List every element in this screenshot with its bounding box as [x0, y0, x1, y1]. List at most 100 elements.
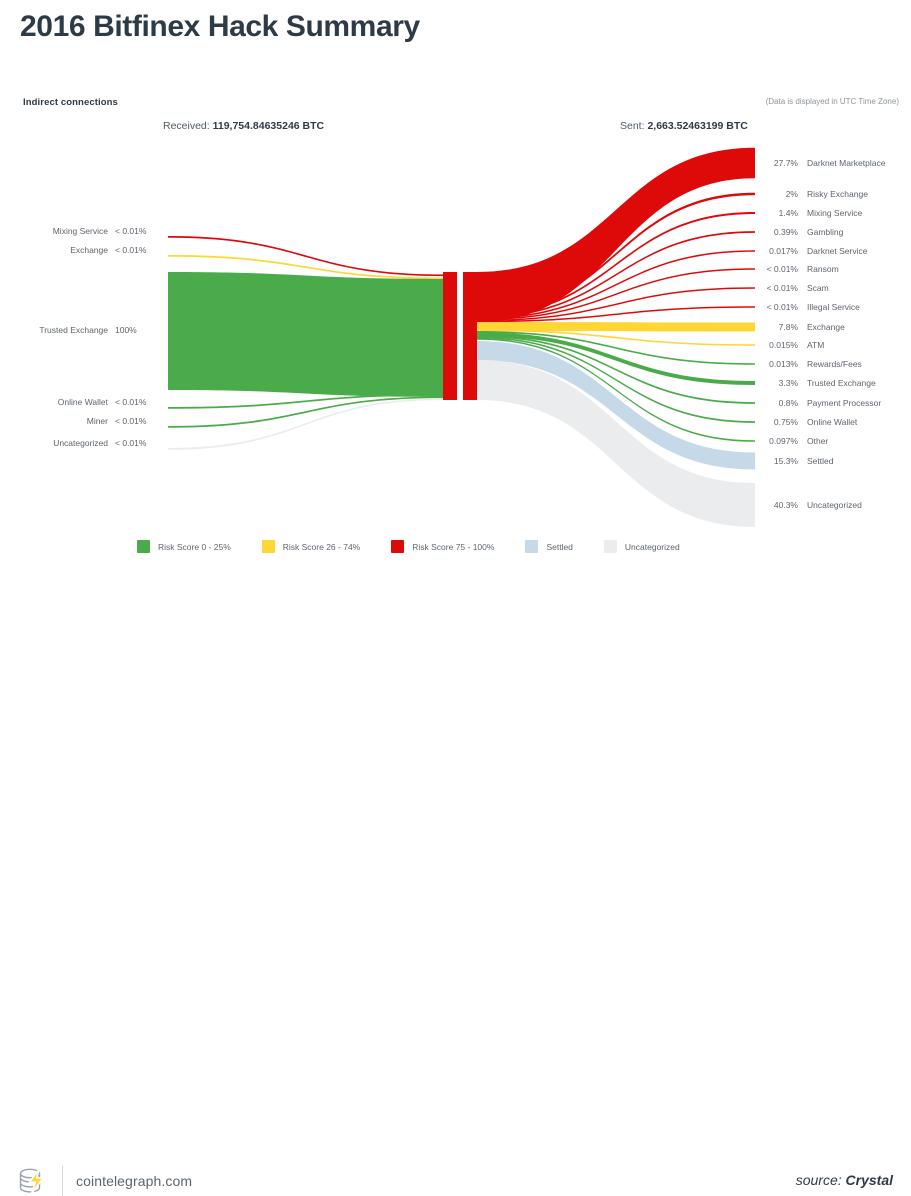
sent-value: 2,663.52463199 BTC [647, 120, 748, 132]
sankey-link-source-exchange [168, 255, 443, 280]
received-total: Received: 119,754.84635246 BTC [163, 120, 324, 132]
target-label: 0.013% Rewards/Fees [762, 359, 862, 369]
target-label-percent: 0.013% [769, 359, 798, 369]
source-label: Uncategorized < 0.01% [0, 438, 155, 448]
target-label-percent: < 0.01% [766, 264, 798, 274]
legend-item: Risk Score 75 - 100% [391, 540, 494, 553]
sankey-link-source-mixing-service [168, 236, 443, 277]
target-label: < 0.01% Scam [762, 283, 829, 293]
target-label-name: Online Wallet [807, 417, 858, 427]
sankey-link-target-gambling [477, 231, 755, 319]
target-label-percent: 0.39% [773, 227, 798, 237]
target-label-name: Illegal Service [807, 302, 860, 312]
target-label-name: Mixing Service [807, 208, 863, 218]
sankey-link-target-illegal-service [477, 306, 755, 323]
sankey-diagram [168, 147, 755, 527]
legend-swatch-green [137, 540, 150, 553]
target-label-name: Scam [807, 283, 829, 293]
target-label: < 0.01% Ransom [762, 264, 839, 274]
target-label-percent: 0.097% [769, 436, 798, 446]
target-label-name: Trusted Exchange [807, 378, 876, 388]
target-label-name: Uncategorized [807, 500, 862, 510]
legend-swatch-red [391, 540, 405, 553]
target-label: 7.8% Exchange [762, 322, 845, 332]
legend-label: Uncategorized [624, 541, 680, 552]
legend-item: Uncategorized [603, 540, 680, 553]
sankey-link-target-trusted-exchange [477, 332, 755, 385]
source-label: Mixing Service < 0.01% [0, 226, 155, 236]
source-prefix: source: [795, 1172, 846, 1188]
target-label-percent: 0.8% [778, 398, 798, 408]
source-label-name: Uncategorized [53, 438, 108, 448]
sankey-link-target-settled [477, 341, 755, 470]
target-label-name: Gambling [807, 227, 844, 237]
legend-label: Risk Score 75 - 100% [412, 541, 495, 552]
target-label: 0.75% Online Wallet [762, 417, 857, 427]
target-label: 0.017% Darknet Service [762, 246, 867, 256]
sankey-link-target-rewards-fees [477, 331, 755, 365]
target-label: 40.3% Uncategorized [762, 500, 862, 510]
cointelegraph-url[interactable]: cointelegraph.com [76, 1173, 193, 1189]
target-label-percent: < 0.01% [766, 302, 798, 312]
target-label-percent: 40.3% [773, 500, 798, 510]
sankey-link-target-payment-processor [477, 335, 755, 404]
sankey-link-source-trusted-exchange [168, 272, 443, 397]
sankey-link-target-mixing-service [477, 212, 755, 317]
legend-label: Risk Score 0 - 25% [158, 541, 231, 552]
target-label-name: Risky Exchange [807, 189, 868, 199]
sankey-link-target-other [477, 338, 755, 442]
sent-prefix: Sent: [620, 120, 648, 132]
target-label-name: Payment Processor [807, 398, 882, 408]
source-label-name: Mixing Service [52, 226, 108, 236]
source-label-name: Miner [86, 416, 108, 426]
legend-item: Risk Score 0 - 25% [137, 540, 231, 553]
sankey-link-source-miner [168, 396, 443, 428]
sankey-link-source-uncategorized [168, 398, 443, 450]
target-label: 0.097% Other [762, 436, 828, 446]
target-label: 2% Risky Exchange [762, 189, 868, 199]
legend-swatch-blue [525, 540, 539, 553]
target-label-name: Ransom [807, 264, 839, 274]
target-label-percent: 1.4% [778, 208, 798, 218]
target-label: < 0.01% Illegal Service [762, 302, 860, 312]
sankey-link-target-ransom [477, 268, 755, 321]
source-label: Miner < 0.01% [0, 416, 155, 426]
received-prefix: Received: [163, 120, 213, 132]
sankey-nodes [443, 272, 477, 400]
target-label: 3.3% Trusted Exchange [762, 378, 876, 388]
sankey-node-bar-right [463, 272, 477, 400]
source-label-percent: < 0.01% [115, 438, 147, 448]
source-name: Crystal [845, 1172, 893, 1188]
source-credit: source: Crystal [796, 1172, 893, 1188]
source-label-name: Online Wallet [57, 397, 108, 407]
target-label: 0.015% ATM [762, 340, 824, 350]
sankey-link-source-online-wallet [168, 394, 443, 409]
source-label-percent: < 0.01% [115, 397, 147, 407]
legend: Risk Score 0 - 25% Risk Score 26 - 74% Ris… [137, 540, 711, 553]
sent-total: Sent: 2,663.52463199 BTC [620, 120, 748, 132]
target-label-name: ATM [807, 340, 825, 350]
target-label-percent: < 0.01% [766, 283, 798, 293]
target-label-percent: 15.3% [773, 456, 798, 466]
target-label-name: Other [807, 436, 829, 446]
source-label-percent: < 0.01% [115, 226, 147, 236]
sankey-link-target-darknet-marketplace [477, 147, 755, 322]
target-label-percent: 0.015% [769, 340, 798, 350]
legend-label: Settled [546, 541, 573, 552]
received-value: 119,754.84635246 BTC [212, 120, 325, 132]
cointelegraph-logo-icon [19, 1167, 44, 1196]
sankey-link-target-uncategorized [477, 360, 755, 527]
source-label-percent: < 0.01% [115, 245, 147, 255]
sankey-link-target-atm [477, 329, 755, 346]
target-label-percent: 0.75% [773, 417, 798, 427]
target-label-percent: 0.017% [769, 246, 798, 256]
infographic-page: 2016 Bitfinex Hack Summary Indirect conn… [0, 10, 911, 1196]
source-label: Exchange < 0.01% [0, 245, 155, 255]
target-label: 27.7% Darknet Marketplace [762, 158, 886, 168]
legend-swatch-yellow [261, 540, 275, 553]
footer: cointelegraph.com source: Crystal [0, 578, 911, 1196]
target-label-percent: 2% [785, 189, 798, 199]
sankey-link-target-darknet-service [477, 250, 755, 320]
target-label-name: Darknet Service [807, 246, 868, 256]
page-title: 2016 Bitfinex Hack Summary [20, 10, 420, 43]
